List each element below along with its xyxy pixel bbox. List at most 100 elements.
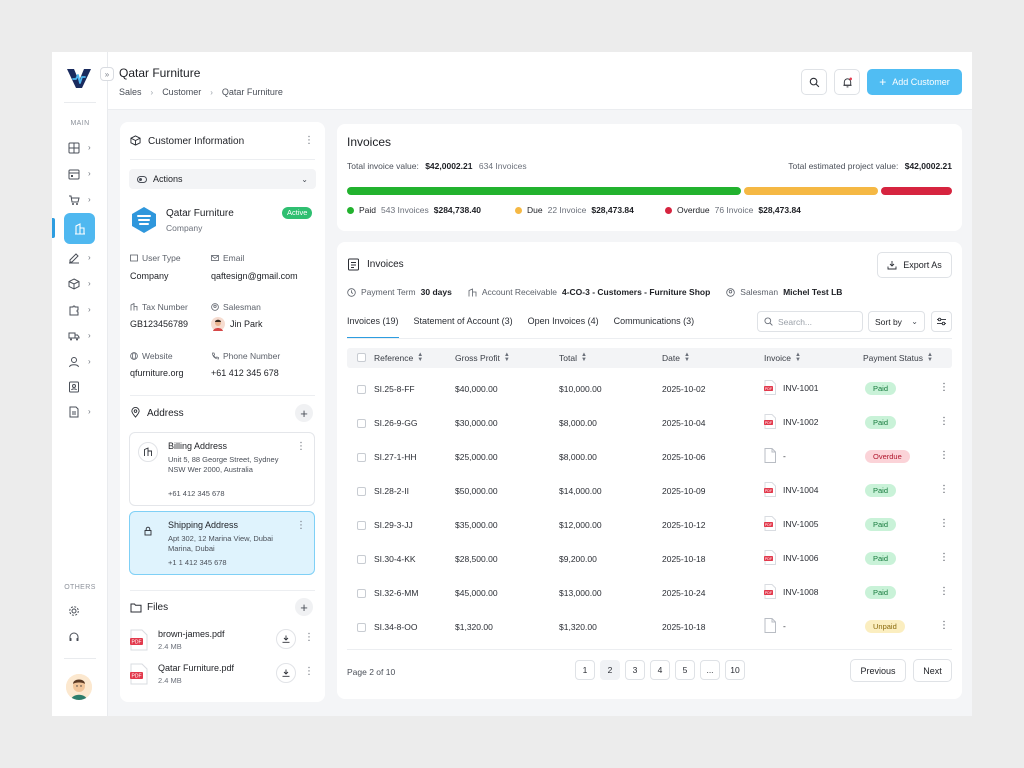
nav-item-integrations[interactable]: › xyxy=(68,300,96,320)
breadcrumb-item-sales[interactable]: Sales xyxy=(119,87,142,97)
nav-item-cart[interactable]: › xyxy=(68,190,96,210)
phone-value[interactable]: +61 412 345 678 xyxy=(211,368,279,378)
table-search-input[interactable]: Search... xyxy=(757,311,863,332)
table-row[interactable]: SI.29-3-JJ $35,000.00 $12,000.00 2025-10-12… xyxy=(347,508,952,542)
email-value[interactable]: qaftesign@gmail.com xyxy=(211,271,298,281)
more-options-icon[interactable]: ⋮ xyxy=(296,441,306,452)
file-size: 2.4 MB xyxy=(158,642,182,651)
salesman-value[interactable]: Jin Park xyxy=(211,317,263,331)
legend-dot xyxy=(347,206,354,214)
row-more-options-icon[interactable]: ⋮ xyxy=(939,382,949,393)
download-button[interactable] xyxy=(276,663,296,683)
breadcrumb-item-customer[interactable]: Customer xyxy=(162,87,202,97)
nav-item-calendar[interactable]: › xyxy=(68,164,96,184)
notifications-button[interactable] xyxy=(834,69,860,95)
next-page-button[interactable]: Next xyxy=(913,659,952,682)
search-button[interactable] xyxy=(801,69,827,95)
file-item[interactable]: PDF brown-james.pdf 2.4 MB ⋮ xyxy=(130,627,315,657)
page-button[interactable]: 1 xyxy=(575,660,595,680)
row-checkbox[interactable] xyxy=(357,623,366,632)
tab-statement-of-account[interactable]: Statement of Account (3) xyxy=(413,316,513,326)
actions-dropdown[interactable]: Actions ⌄ xyxy=(129,169,316,189)
cell-invoice[interactable]: PDF INV-1001 xyxy=(764,380,818,395)
cell-invoice[interactable]: PDF INV-1005 xyxy=(764,516,818,531)
more-options-icon[interactable]: ⋮ xyxy=(304,135,314,146)
select-all-checkbox[interactable] xyxy=(357,353,366,362)
cell-gross-profit: $40,000.00 xyxy=(455,384,498,394)
cell-invoice[interactable]: PDF INV-1008 xyxy=(764,584,818,599)
filter-button[interactable] xyxy=(931,311,952,332)
column-header-payment-status[interactable]: Payment Status ▲ ▼ xyxy=(863,352,933,363)
row-checkbox[interactable] xyxy=(357,419,366,428)
shipping-address-card[interactable]: Shipping Address Apt 302, 12 Marina View… xyxy=(129,511,315,575)
tab-invoices[interactable]: Invoices (19) xyxy=(347,316,399,339)
row-more-options-icon[interactable]: ⋮ xyxy=(939,620,949,631)
row-more-options-icon[interactable]: ⋮ xyxy=(939,586,949,597)
sort-icon: ▲ ▼ xyxy=(927,352,933,363)
nav-item-customers[interactable] xyxy=(64,213,95,244)
table-row[interactable]: SI.34-8-OO $1,320.00 $1,320.00 2025-10-18 - U… xyxy=(347,610,952,644)
nav-item-dashboard[interactable]: › xyxy=(68,138,96,158)
sidebar-collapse-button[interactable]: » xyxy=(100,67,114,81)
row-more-options-icon[interactable]: ⋮ xyxy=(939,450,949,461)
page-button[interactable]: 4 xyxy=(650,660,670,680)
add-customer-button[interactable]: + Add Customer xyxy=(867,69,962,95)
row-more-options-icon[interactable]: ⋮ xyxy=(939,416,949,427)
row-checkbox[interactable] xyxy=(357,589,366,598)
row-more-options-icon[interactable]: ⋮ xyxy=(939,484,949,495)
nav-item-shipping[interactable]: › xyxy=(68,326,96,346)
cell-invoice[interactable]: - xyxy=(764,618,786,633)
sort-dropdown[interactable]: Sort by ⌄ xyxy=(868,311,925,332)
nav-item-products[interactable]: › xyxy=(68,274,96,294)
column-label: Date xyxy=(662,353,680,363)
page-button[interactable]: 2 xyxy=(600,660,620,680)
column-header-gross-profit[interactable]: Gross Profit ▲ ▼ xyxy=(455,352,510,363)
nav-item-settings[interactable] xyxy=(68,601,96,621)
column-header-invoice[interactable]: Invoice ▲ ▼ xyxy=(764,352,801,363)
page-button[interactable]: 10 xyxy=(725,660,745,680)
tab-open-invoices[interactable]: Open Invoices (4) xyxy=(527,316,599,326)
previous-page-button[interactable]: Previous xyxy=(850,659,906,682)
add-file-button[interactable]: + xyxy=(295,598,313,616)
nav-item-edit[interactable]: › xyxy=(68,248,96,268)
cell-invoice[interactable]: PDF INV-1006 xyxy=(764,550,818,565)
row-more-options-icon[interactable]: ⋮ xyxy=(939,518,949,529)
nav-item-contacts[interactable] xyxy=(68,377,96,397)
user-avatar[interactable] xyxy=(66,674,92,700)
more-options-icon[interactable]: ⋮ xyxy=(296,520,306,531)
brand-logo-icon[interactable] xyxy=(66,66,92,90)
row-checkbox[interactable] xyxy=(357,453,366,462)
nav-item-documents[interactable]: › xyxy=(68,402,96,422)
page-button[interactable]: 3 xyxy=(625,660,645,680)
row-checkbox[interactable] xyxy=(357,385,366,394)
table-row[interactable]: SI.30-4-KK $28,500.00 $9,200.00 2025-10-18 P… xyxy=(347,542,952,576)
table-row[interactable]: SI.28-2-II $50,000.00 $14,000.00 2025-10-09… xyxy=(347,474,952,508)
page-button[interactable]: 5 xyxy=(675,660,695,680)
tab-communications[interactable]: Communications (3) xyxy=(613,316,695,326)
column-header-date[interactable]: Date ▲ ▼ xyxy=(662,352,690,363)
file-item[interactable]: PDF Qatar Furniture.pdf 2.4 MB ⋮ xyxy=(130,661,315,691)
website-value[interactable]: qfurniture.org xyxy=(130,368,184,378)
nav-item-support[interactable] xyxy=(68,627,96,647)
cell-invoice[interactable]: - xyxy=(764,448,786,463)
table-row[interactable]: SI.32-6-MM $45,000.00 $13,000.00 2025-10-24… xyxy=(347,576,952,610)
more-options-icon[interactable]: ⋮ xyxy=(304,666,314,677)
cell-invoice[interactable]: PDF INV-1004 xyxy=(764,482,818,497)
column-header-total[interactable]: Total ▲ ▼ xyxy=(559,352,587,363)
table-row[interactable]: SI.25-8-FF $40,000.00 $10,000.00 2025-10-02… xyxy=(347,372,952,406)
table-row[interactable]: SI.26-9-GG $30,000.00 $8,000.00 2025-10-04 P… xyxy=(347,406,952,440)
billing-address-card[interactable]: Billing Address Unit 5, 88 George Street… xyxy=(129,432,315,506)
user-type-label: User Type xyxy=(130,253,181,263)
row-checkbox[interactable] xyxy=(357,487,366,496)
cell-invoice[interactable]: PDF INV-1002 xyxy=(764,414,818,429)
table-row[interactable]: SI.27-1-HH $25,000.00 $8,000.00 2025-10-06 -… xyxy=(347,440,952,474)
export-button[interactable]: Export As xyxy=(877,252,952,278)
row-checkbox[interactable] xyxy=(357,521,366,530)
add-address-button[interactable]: + xyxy=(295,404,313,422)
column-header-reference[interactable]: Reference ▲ ▼ xyxy=(374,352,423,363)
more-options-icon[interactable]: ⋮ xyxy=(304,632,314,643)
row-more-options-icon[interactable]: ⋮ xyxy=(939,552,949,563)
row-checkbox[interactable] xyxy=(357,555,366,564)
download-button[interactable] xyxy=(276,629,296,649)
nav-item-users[interactable]: › xyxy=(68,352,96,372)
